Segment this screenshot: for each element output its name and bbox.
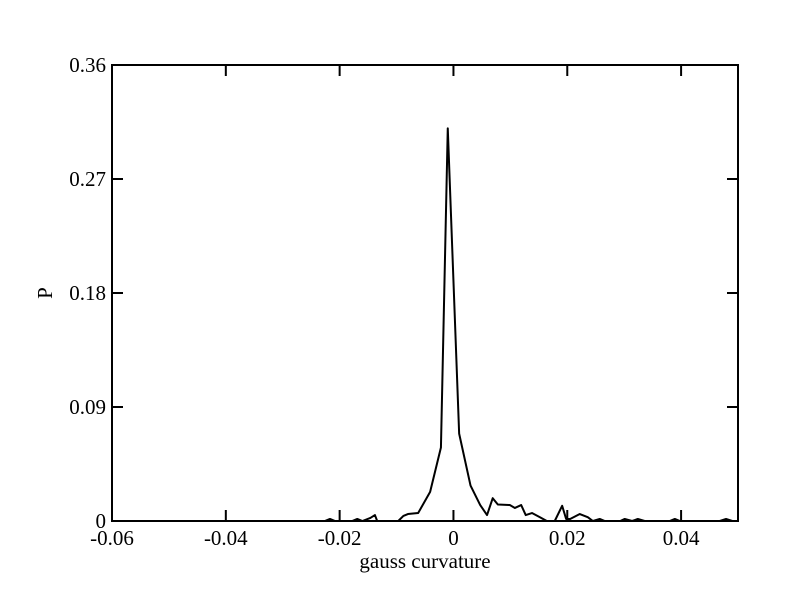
x-axis-label: gauss curvature xyxy=(359,549,490,573)
x-tick-label: -0.06 xyxy=(90,526,134,550)
x-tick-label: 0.02 xyxy=(549,526,586,550)
plot-frame xyxy=(111,64,739,522)
y-tick-label: 0.09 xyxy=(69,395,106,419)
y-tick-label: 0.18 xyxy=(69,281,106,305)
x-tick-label: -0.02 xyxy=(318,526,362,550)
y-tick-label: 0.27 xyxy=(69,167,106,191)
x-tick-label: 0 xyxy=(448,526,459,550)
y-tick-label: 0 xyxy=(96,509,107,533)
data-line xyxy=(324,127,733,522)
x-tick-label: 0.04 xyxy=(663,526,700,550)
y-tick-label: 0.36 xyxy=(69,53,106,77)
y-axis-label: P xyxy=(33,287,57,299)
x-tick-label: -0.04 xyxy=(204,526,248,550)
